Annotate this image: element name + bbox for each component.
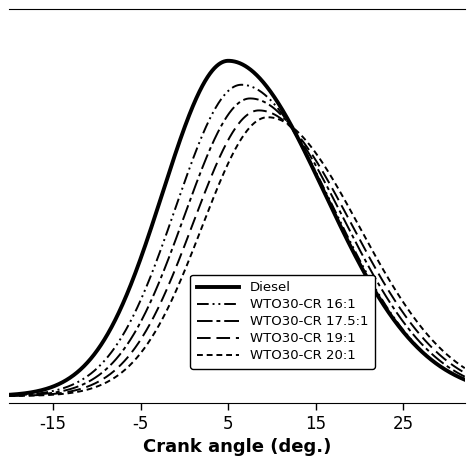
X-axis label: Crank angle (deg.): Crank angle (deg.) bbox=[143, 438, 331, 456]
Legend: Diesel, WTO30-CR 16:1, WTO30-CR 17.5:1, WTO30-CR 19:1, WTO30-CR 20:1: Diesel, WTO30-CR 16:1, WTO30-CR 17.5:1, … bbox=[190, 275, 375, 369]
